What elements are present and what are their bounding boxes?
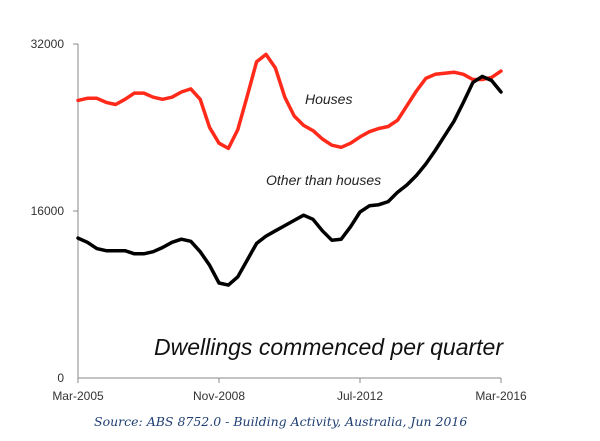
x-tick-labels: Mar-2005 Nov-2008 Jul-2012 Mar-2016: [52, 389, 527, 403]
x-tick-label-mar-2016: Mar-2016: [475, 389, 527, 403]
houses-annotation: Houses: [305, 91, 352, 107]
x-tick-label-mar-2005: Mar-2005: [52, 389, 104, 403]
x-tick-marks: [77, 378, 502, 383]
other-than-houses-annotation: Other than houses: [266, 172, 381, 188]
y-tick-label-0: 0: [57, 371, 64, 385]
source-note: Source: ABS 8752.0 - Building Activity, …: [94, 414, 467, 429]
other-than-houses-series-line: [76, 74, 503, 287]
x-tick-label-nov-2008: Nov-2008: [193, 389, 245, 403]
y-tick-label-16000: 16000: [31, 204, 65, 218]
y-tick-label-32000: 32000: [31, 37, 65, 51]
houses-series-line: [76, 52, 503, 151]
chart-title: Dwellings commenced per quarter: [154, 334, 504, 360]
x-tick-label-jul-2012: Jul-2012: [337, 389, 383, 403]
y-tick-labels: 0 16000 32000: [31, 37, 65, 385]
